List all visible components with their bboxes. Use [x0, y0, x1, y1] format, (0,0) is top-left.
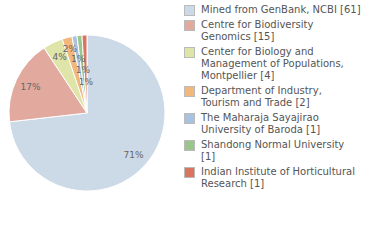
- html-text:Centre for Biodiversity Genomi: Centre for Biodiversity Genomics [15]: [201, 19, 314, 42]
- svg-text:71%: 71%: [124, 150, 144, 160]
- html-text:Center for Biology and Managem: Center for Biology and Management of Pop…: [201, 46, 344, 81]
- svg-text:17%: 17%: [20, 82, 40, 92]
- svg-text:1%: 1%: [71, 54, 86, 64]
- html-text:Department of Industry, Touris: Department of Industry, Tourism and Trad…: [201, 85, 322, 108]
- svg-text:1%: 1%: [76, 65, 91, 75]
- html-text:Indian Institute of Horticultu: Indian Institute of Horticultural Resear…: [201, 166, 355, 189]
- html-text:The Maharaja Sayajirao Univers: The Maharaja Sayajirao University of Bar…: [201, 112, 321, 135]
- svg-text:1%: 1%: [79, 77, 94, 87]
- svg-text:4%: 4%: [52, 51, 67, 62]
- html-text:Mined from GenBank, NCBI [61]: Mined from GenBank, NCBI [61]: [201, 4, 361, 15]
- html-text:Shandong Normal University [1]: Shandong Normal University [1]: [201, 139, 345, 162]
- svg-text:2%: 2%: [63, 44, 78, 54]
